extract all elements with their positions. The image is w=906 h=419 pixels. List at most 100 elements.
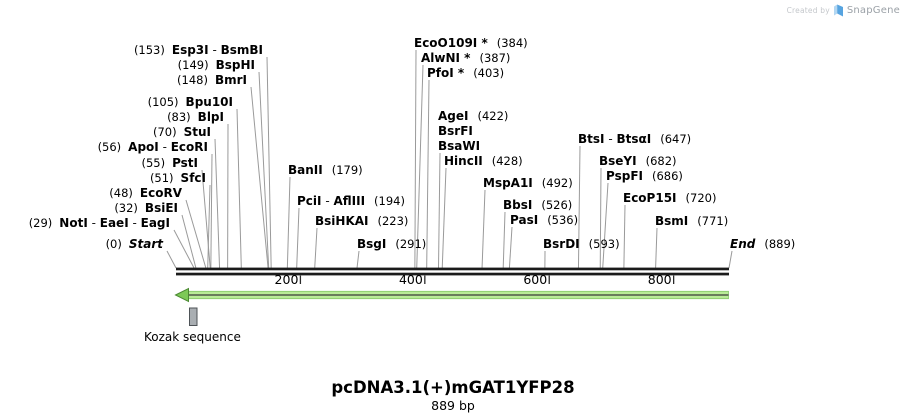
site-position: (889) bbox=[764, 237, 796, 251]
site-position: (32) bbox=[114, 201, 138, 215]
enzyme-name: BanII bbox=[288, 163, 323, 177]
site-position: (29) bbox=[28, 216, 53, 230]
site-position: (682) bbox=[645, 154, 677, 168]
leader-line-bpu10i bbox=[236, 108, 242, 269]
kozak-sequence-label: Kozak sequence bbox=[144, 330, 241, 344]
site-position: (105) bbox=[147, 95, 179, 109]
site-position: (0) bbox=[105, 237, 122, 251]
site-label-pfoi[interactable]: PfoI * (403) bbox=[427, 67, 504, 80]
kozak-sequence-box[interactable] bbox=[189, 307, 198, 326]
enzyme-name: BsiEI bbox=[144, 201, 178, 215]
site-label-apoi-ecori[interactable]: (56) ApoI - EcoRI bbox=[98, 141, 208, 154]
site-label-bsihkai[interactable]: BsiHKAI (223) bbox=[315, 215, 408, 228]
snapgene-flag-icon bbox=[833, 4, 843, 17]
leader-line-pfoi bbox=[426, 79, 430, 269]
leader-line-ecoo109i bbox=[414, 49, 417, 269]
site-position: (536) bbox=[547, 213, 579, 227]
enzyme-name: PciI bbox=[297, 194, 322, 208]
leader-line-alwni bbox=[416, 64, 424, 269]
site-position: (223) bbox=[377, 214, 409, 228]
leader-line-start bbox=[166, 250, 177, 269]
site-position: (83) bbox=[167, 110, 191, 124]
enzyme-name: ApoI bbox=[128, 140, 159, 154]
site-position: (686) bbox=[651, 169, 683, 183]
site-label-ecoo109i[interactable]: EcoO109I * (384) bbox=[414, 37, 528, 50]
site-label-mspa1i[interactable]: MspA1I (492) bbox=[483, 177, 573, 190]
enzyme-name: BsrDI bbox=[543, 237, 580, 251]
leader-line-end bbox=[728, 250, 733, 269]
enzyme-name: EaeI bbox=[99, 216, 129, 230]
site-position: (428) bbox=[491, 154, 523, 168]
leader-line-sfci bbox=[207, 184, 211, 269]
site-label-blpi[interactable]: (83) BlpI bbox=[167, 111, 224, 124]
leader-line-pasi bbox=[508, 226, 513, 269]
site-label-ecorv[interactable]: (48) EcoRV bbox=[109, 187, 182, 200]
enzyme-name: BsgI bbox=[357, 237, 387, 251]
enzyme-name: MspA1I bbox=[483, 176, 533, 190]
feature-arrow-head[interactable] bbox=[174, 287, 189, 303]
leader-line-banii bbox=[286, 176, 291, 269]
site-label-alwni[interactable]: AlwNI * (387) bbox=[421, 52, 510, 65]
enzyme-name: Esp3I bbox=[171, 43, 209, 57]
leader-line-pspfi bbox=[602, 182, 609, 269]
site-label-bmri[interactable]: (148) BmrI bbox=[177, 74, 247, 87]
site-label-bpu10i[interactable]: (105) Bpu10I bbox=[148, 96, 233, 109]
enzyme-name: StuI bbox=[183, 125, 211, 139]
site-label-banii[interactable]: BanII (179) bbox=[288, 164, 363, 177]
site-label-noti-eaei-eagi[interactable]: (29) NotI - EaeI - EagI bbox=[29, 217, 170, 230]
name-separator: - bbox=[208, 43, 221, 57]
site-label-sfci[interactable]: (51) SfcI bbox=[150, 172, 206, 185]
site-label-bseyi[interactable]: BseYI (682) bbox=[599, 155, 677, 168]
site-label-agei[interactable]: AgeI (422) bbox=[438, 110, 508, 123]
site-label-bsawi[interactable]: BsaWI bbox=[438, 140, 480, 153]
site-label-end[interactable]: End (889) bbox=[730, 238, 795, 251]
site-label-esp3i-bsmbi[interactable]: (153) Esp3I - BsmBI bbox=[134, 44, 263, 57]
site-label-stui[interactable]: (70) StuI bbox=[153, 126, 211, 139]
leader-line-btsi-bts-i bbox=[577, 145, 581, 269]
site-position: (148) bbox=[177, 73, 208, 87]
site-label-pspfi[interactable]: PspFI (686) bbox=[606, 170, 683, 183]
enzyme-name: BbsI bbox=[503, 198, 533, 212]
leader-line-stui bbox=[214, 138, 221, 269]
enzyme-name: EcoRI bbox=[170, 140, 208, 154]
site-label-pcii-afliii[interactable]: PciI - AflIII (194) bbox=[297, 195, 405, 208]
leader-line-ecorv bbox=[185, 199, 207, 269]
site-label-bsphi[interactable]: (149) BspHI bbox=[178, 59, 255, 72]
site-position: (387) bbox=[479, 51, 511, 65]
enzyme-name: AlwNI * bbox=[421, 51, 471, 65]
leader-line-esp3i-bsmbi bbox=[266, 56, 272, 269]
site-label-pasi[interactable]: PasI (536) bbox=[510, 214, 578, 227]
site-position: (55) bbox=[141, 156, 166, 170]
enzyme-name: HincII bbox=[444, 154, 483, 168]
site-label-btsi-bts-i[interactable]: BtsI - BtsαI (647) bbox=[578, 133, 691, 146]
site-label-bsrfi[interactable]: BsrFI bbox=[438, 125, 473, 138]
enzyme-name: BsmI bbox=[655, 214, 689, 228]
name-separator: - bbox=[128, 216, 141, 230]
enzyme-name: EcoO109I * bbox=[414, 36, 488, 50]
name-separator: - bbox=[87, 216, 100, 230]
leader-line-bsihkai bbox=[314, 227, 318, 269]
site-label-bsrdi[interactable]: BsrDI (593) bbox=[543, 238, 620, 251]
sequence-line-bottom[interactable] bbox=[176, 272, 729, 276]
enzyme-name: SfcI bbox=[180, 171, 206, 185]
site-label-hincii[interactable]: HincII (428) bbox=[444, 155, 523, 168]
site-label-bsgi[interactable]: BsgI (291) bbox=[357, 238, 426, 251]
leader-line-noti-eaei-eagi bbox=[173, 229, 195, 269]
leader-line-bsawi bbox=[438, 152, 441, 269]
site-label-psti[interactable]: (55) PstI bbox=[141, 157, 198, 170]
leader-line-bmri bbox=[250, 86, 269, 269]
site-label-bsiei[interactable]: (32) BsiEI bbox=[114, 202, 178, 215]
enzyme-name: BspHI bbox=[215, 58, 255, 72]
leader-line-bsgi bbox=[356, 250, 360, 269]
sequence-line-top[interactable] bbox=[176, 267, 729, 271]
name-separator: - bbox=[321, 194, 334, 208]
site-label-start[interactable]: (0) Start bbox=[106, 238, 163, 251]
leader-line-bbsi bbox=[502, 211, 506, 269]
site-position: (70) bbox=[153, 125, 177, 139]
site-label-bsmi[interactable]: BsmI (771) bbox=[655, 215, 728, 228]
site-label-bbsi[interactable]: BbsI (526) bbox=[503, 199, 572, 212]
title-block: pcDNA3.1(+)mGAT1YFP28 889 bp bbox=[0, 378, 906, 413]
site-label-ecop15i[interactable]: EcoP15I (720) bbox=[623, 192, 716, 205]
enzyme-name: BsrFI bbox=[438, 124, 473, 138]
